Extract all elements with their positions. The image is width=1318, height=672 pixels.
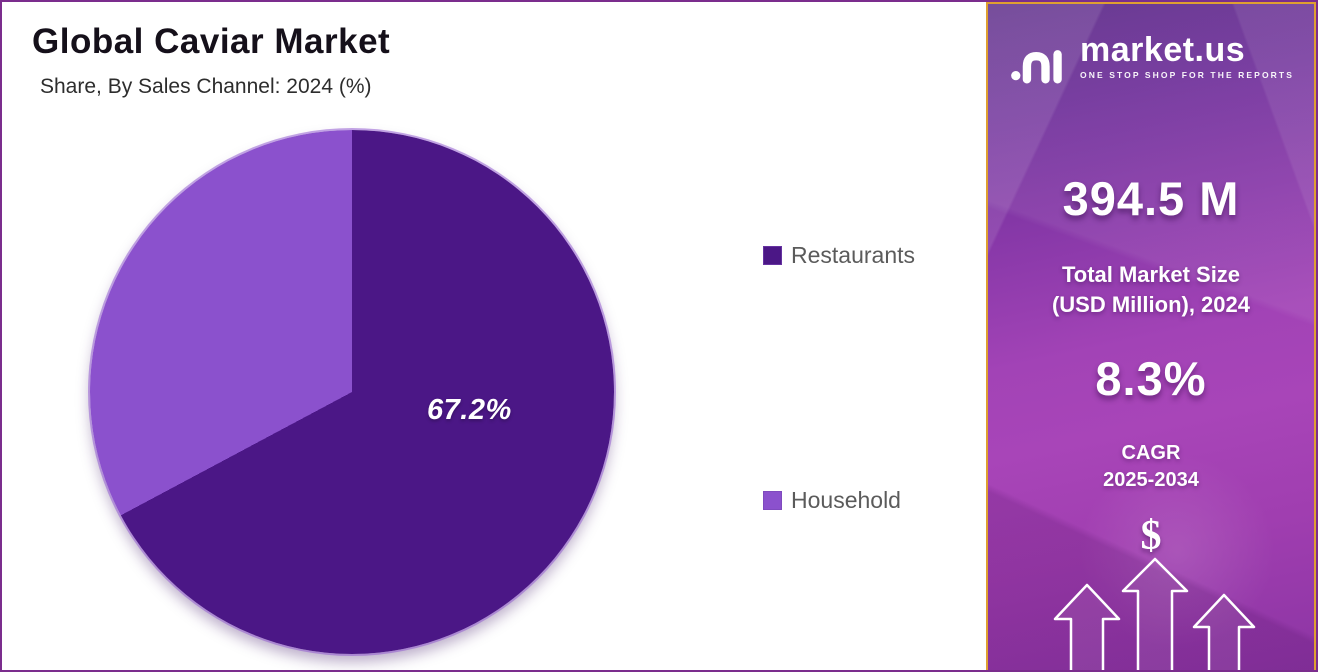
legend-label: Restaurants xyxy=(791,242,916,268)
cagr-label-line1: CAGR xyxy=(1121,442,1181,464)
cagr-value: 8.3% xyxy=(1095,352,1207,405)
legend-swatch-restaurants xyxy=(763,246,782,265)
brand-logo: market.us ONE STOP SHOP FOR THE REPORTS xyxy=(988,32,1314,84)
growth-arrows-icon xyxy=(1053,557,1256,670)
total-market-size-label-line2: (USD Million), 2024 xyxy=(1051,292,1251,317)
legend-item-restaurants: Restaurants xyxy=(763,242,915,269)
page-title: Global Caviar Market xyxy=(32,22,391,61)
legend-label: Household xyxy=(791,487,901,513)
brand-tagline: ONE STOP SHOP FOR THE REPORTS xyxy=(1080,70,1294,80)
dollar-icon: $ xyxy=(1140,513,1162,559)
legend-item-household: Household xyxy=(763,487,901,514)
pie-slice-label: 67.2% xyxy=(427,394,512,426)
page-subtitle: Share, By Sales Channel: 2024 (%) xyxy=(40,75,372,98)
brand-sidebar: market.us ONE STOP SHOP FOR THE REPORTS … xyxy=(986,2,1316,670)
cagr-label: CAGR 2025-2034 xyxy=(988,440,1314,494)
brand-name: market.us xyxy=(1080,31,1246,69)
legend-swatch-household xyxy=(763,491,782,510)
cagr-label-line2: 2025-2034 xyxy=(1103,469,1199,491)
total-market-size-label: Total Market Size (USD Million), 2024 xyxy=(988,260,1314,320)
total-market-size-value: 394.5 M xyxy=(1062,172,1240,225)
total-market-size-label-line1: Total Market Size xyxy=(1061,262,1241,287)
pie-chart xyxy=(90,130,614,654)
market-us-logo-icon xyxy=(1011,50,1062,84)
